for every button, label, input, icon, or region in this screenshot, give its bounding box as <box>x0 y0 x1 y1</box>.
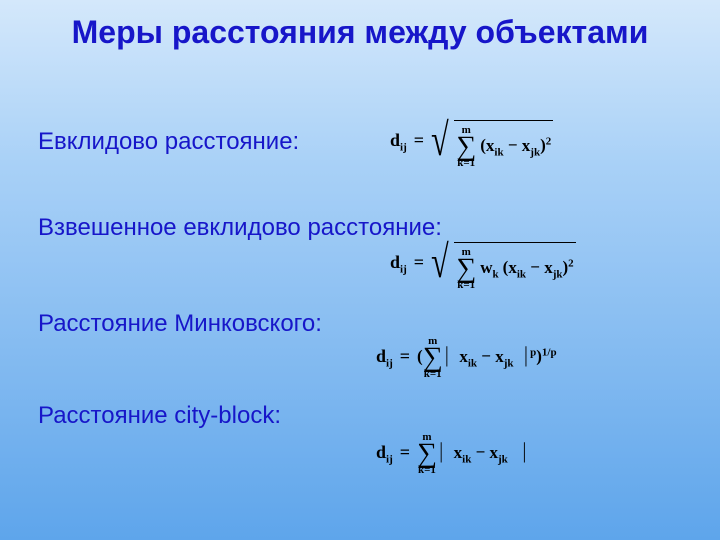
label-minkowski: Расстояние Минковского: <box>38 310 322 338</box>
sqrt-icon: √ <box>431 120 449 160</box>
sub-ik: ik <box>494 146 503 158</box>
sigma-bot: k=1 <box>456 158 476 169</box>
sym-x: x <box>454 443 463 462</box>
sigma-bot: k=1 <box>423 369 443 380</box>
sub-jk: jk <box>530 146 540 158</box>
sigma-block: m ∑ k=1 <box>423 336 443 380</box>
formula-cityblock: dij = m ∑ k=1 | xik − xjk | <box>376 432 529 476</box>
sqrt-icon: √ <box>431 242 449 282</box>
sub-ik: ik <box>517 268 526 280</box>
sym-x: x <box>508 258 517 277</box>
abs-close: | <box>520 438 528 463</box>
sigma-icon: ∑ <box>456 258 476 280</box>
sub-ik: ik <box>468 357 477 369</box>
label-euclid: Евклидово расстояние: <box>38 128 299 156</box>
label-cityblock: Расстояние city-block: <box>38 402 281 430</box>
sym-w: w <box>480 258 492 277</box>
sigma-icon: ∑ <box>417 443 437 465</box>
sym-ij: ij <box>386 357 393 369</box>
sym-d: d <box>390 130 400 150</box>
sup-1p: 1/p <box>542 346 557 358</box>
sym-d: d <box>390 252 400 272</box>
sym-minus: − <box>477 347 495 366</box>
formula-weighted: dij = √ m ∑ k=1 wk (xik − xjk)2 <box>390 238 576 291</box>
sym-x2: x <box>544 258 553 277</box>
sym-eq: = <box>411 252 427 272</box>
sup-2: 2 <box>568 258 574 270</box>
sym-minus: − <box>504 136 522 155</box>
sqrt-block: √ m ∑ k=1 (xik − xjk)2 <box>431 116 553 169</box>
sym-minus: − <box>471 443 489 462</box>
sigma-block: m ∑ k=1 <box>456 125 476 169</box>
sigma-bot: k=1 <box>417 465 437 476</box>
abs-open: | <box>437 438 445 463</box>
formula-minkowski: dij = ( m ∑ k=1 | xik − xjk |p)1/p <box>376 336 557 380</box>
sym-eq: = <box>397 442 413 462</box>
sym-minus: − <box>526 258 544 277</box>
sym-x2: x <box>522 136 531 155</box>
sub-k: k <box>493 268 499 280</box>
sigma-block: m ∑ k=1 <box>417 432 437 476</box>
sub-jk: jk <box>498 453 508 465</box>
sym-eq: = <box>411 130 427 150</box>
sym-ij: ij <box>400 142 407 154</box>
label-weighted: Взвешенное евклидово расстояние: <box>38 214 442 242</box>
sub-jk: jk <box>504 357 514 369</box>
sigma-icon: ∑ <box>423 347 443 369</box>
slide-title: Меры расстояния между объектами <box>0 14 720 51</box>
sym-eq: = <box>397 346 413 366</box>
abs-open: | <box>443 342 451 367</box>
sigma-icon: ∑ <box>456 136 476 158</box>
sym-ij: ij <box>400 264 407 276</box>
sym-d: d <box>376 442 386 462</box>
sym-ij: ij <box>386 453 393 465</box>
abs-close: | <box>522 342 530 367</box>
sub-jk: jk <box>553 268 563 280</box>
sub-ik: ik <box>462 453 471 465</box>
sigma-bot: k=1 <box>456 280 476 291</box>
sqrt-block: √ m ∑ k=1 wk (xik − xjk)2 <box>431 238 576 291</box>
formula-euclid: dij = √ m ∑ k=1 (xik − xjk)2 <box>390 116 553 169</box>
sym-x2: x <box>495 347 504 366</box>
sym-d: d <box>376 346 386 366</box>
sup-2: 2 <box>546 136 552 148</box>
sigma-block: m ∑ k=1 <box>456 247 476 291</box>
sym-x: x <box>459 347 468 366</box>
sym-x2: x <box>490 443 499 462</box>
